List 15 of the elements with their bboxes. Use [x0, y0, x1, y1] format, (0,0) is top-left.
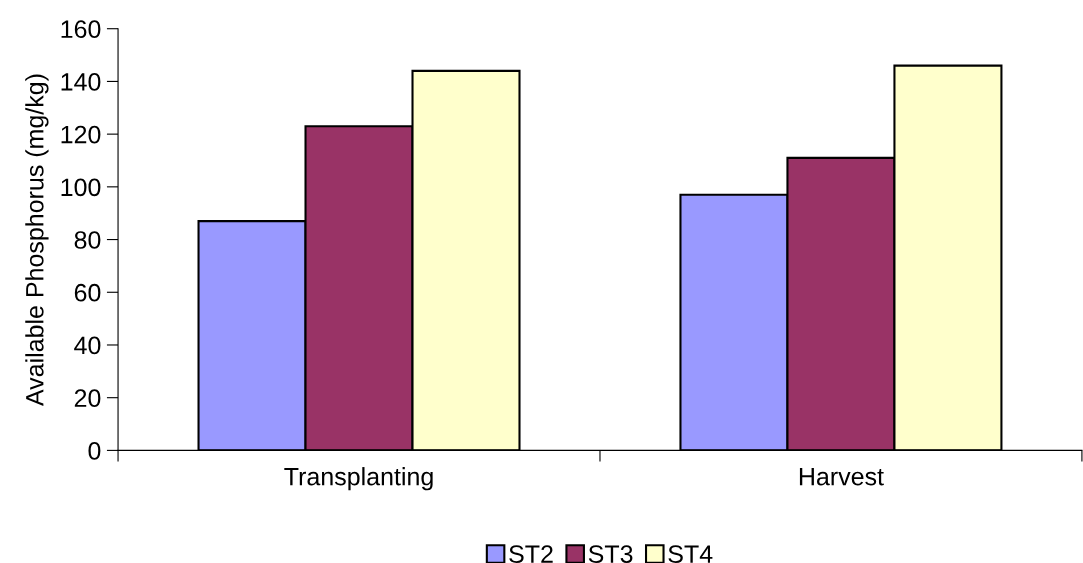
legend-label: ST2: [509, 545, 553, 563]
y-tick-label: 0: [88, 442, 101, 460]
y-tick-label: 80: [74, 231, 101, 249]
y-tick-label: 20: [74, 389, 101, 407]
y-tick-label: 60: [74, 283, 101, 302]
legend-label: ST3: [588, 545, 633, 563]
y-axis-title: Available Phosphorus (mg/kg): [25, 74, 49, 407]
x-tick-label: Transplanting: [284, 467, 433, 491]
y-tick-label: 40: [74, 336, 101, 355]
y-tick-label: 140: [61, 73, 101, 91]
x-tick-label: Harvest: [799, 467, 884, 486]
y-tick-label: 160: [61, 20, 101, 39]
y-tick-label: 120: [61, 125, 101, 144]
legend-label: ST4: [668, 545, 713, 563]
y-tick-label: 100: [61, 178, 101, 197]
